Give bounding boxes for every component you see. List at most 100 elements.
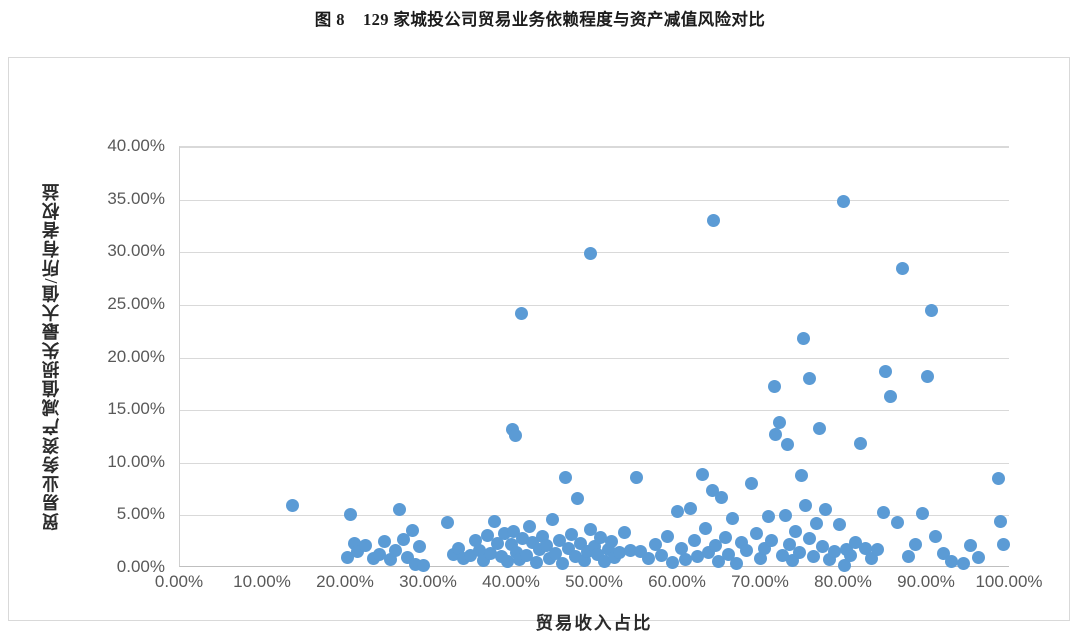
- chart-frame: 贸易业务资产减值损失最大值/所有者权益 0.00% 5.00% 10.00% 15.0…: [8, 57, 1070, 633]
- scatter-point: [991, 472, 1005, 486]
- y-axis-tick-label: 35.00%: [107, 188, 165, 208]
- scatter-point: [859, 541, 873, 555]
- scatter-point: [832, 518, 846, 532]
- figure-caption: 图 8 129 家城投公司贸易业务依赖程度与资产减值风险对比: [314, 10, 766, 29]
- scatter-point: [405, 523, 419, 537]
- scatter-point: [683, 501, 697, 515]
- scatter-point: [630, 470, 643, 484]
- scatter-point: [726, 512, 740, 526]
- scatter-point: [827, 544, 841, 558]
- y-axis-tick-label: 20.00%: [107, 346, 165, 366]
- scatter-point: [890, 516, 904, 530]
- scatter-point: [613, 545, 627, 559]
- scatter-point: [508, 428, 522, 442]
- scatter-point: [691, 549, 705, 563]
- scatter-point: [745, 477, 759, 491]
- scatter-point: [440, 516, 454, 530]
- scatter-point: [641, 552, 655, 566]
- scatter-point: [715, 490, 729, 504]
- x-axis-tick-label: 40.00%: [482, 572, 540, 591]
- scatter-point: [924, 303, 938, 317]
- scatter-point: [594, 530, 608, 544]
- scatter-point: [660, 529, 674, 543]
- scatter-point: [665, 556, 679, 570]
- scatter-point: [718, 530, 732, 544]
- scatter-point: [945, 555, 959, 569]
- scatter-point: [844, 548, 858, 562]
- scatter-point: [712, 555, 726, 569]
- scatter-point: [597, 555, 611, 569]
- scatter-point: [359, 539, 373, 553]
- scatter-point: [870, 542, 884, 556]
- scatter-point: [377, 535, 391, 549]
- scatter-point: [695, 467, 709, 481]
- x-axis-tick-label: 100.00%: [975, 572, 1043, 591]
- scatter-point: [678, 553, 692, 567]
- scatter-point: [928, 529, 942, 543]
- scatter-point: [767, 380, 781, 394]
- scatter-point: [529, 556, 543, 570]
- scatter-point: [344, 507, 358, 521]
- scatter-point: [688, 534, 702, 548]
- scatter-point: [761, 509, 775, 523]
- scatter-points-layer: [180, 147, 1010, 573]
- scatter-point: [488, 515, 502, 529]
- scatter-point: [519, 548, 533, 562]
- scatter-point: [372, 547, 386, 561]
- x-axis-tick-label: 10.00%: [233, 572, 291, 591]
- scatter-point: [895, 261, 909, 275]
- y-axis-tick-label: 40.00%: [107, 136, 165, 155]
- scatter-point: [708, 539, 722, 553]
- scatter-point: [836, 195, 850, 209]
- scatter-point: [698, 521, 712, 535]
- scatter-point: [799, 499, 813, 513]
- x-axis-tick-label: 60.00%: [648, 572, 706, 591]
- scatter-point: [915, 506, 929, 520]
- scatter-point: [753, 552, 767, 566]
- x-axis-tick-label: 20.00%: [316, 572, 374, 591]
- scatter-point: [341, 550, 355, 564]
- scatter-point: [522, 520, 536, 534]
- scatter-point: [964, 539, 978, 553]
- scatter-point: [837, 559, 851, 573]
- scatter-point: [558, 470, 572, 484]
- scatter-point: [789, 524, 803, 538]
- scatter-point: [792, 545, 806, 559]
- scatter-point: [971, 550, 985, 564]
- scatter-point: [480, 528, 494, 542]
- scatter-point: [393, 502, 407, 516]
- scatter-point: [854, 437, 868, 451]
- scatter-point: [996, 538, 1010, 552]
- scatter-point: [796, 332, 810, 346]
- scatter-point: [618, 525, 632, 539]
- scatter-point: [514, 306, 528, 320]
- scatter-point: [501, 555, 515, 569]
- scatter-point: [491, 537, 505, 551]
- scatter-point: [883, 389, 897, 403]
- scatter-point: [605, 535, 619, 549]
- y-axis-tick-label: 15.00%: [107, 399, 165, 419]
- plot-area: [179, 146, 1010, 573]
- scatter-point: [416, 559, 430, 573]
- scatter-point: [705, 483, 719, 497]
- scatter-point: [803, 372, 817, 386]
- y-axis-tick-label: 0.00%: [116, 557, 165, 576]
- scatter-point: [879, 364, 892, 378]
- y-axis-tick-label: 25.00%: [107, 293, 165, 313]
- x-axis-tick-label: 70.00%: [731, 572, 789, 591]
- scatter-point: [674, 541, 688, 555]
- y-axis-tick-label: 5.00%: [116, 504, 165, 524]
- scatter-point: [849, 536, 863, 550]
- scatter-point: [584, 246, 598, 260]
- scatter-point: [584, 522, 598, 536]
- scatter-point: [795, 468, 809, 482]
- scatter-point: [806, 549, 820, 563]
- scatter-point: [452, 541, 466, 555]
- x-axis-title: 贸易收入占比: [535, 613, 653, 633]
- scatter-point: [483, 546, 497, 560]
- scatter-point: [649, 538, 663, 552]
- scatter-point: [776, 548, 790, 562]
- scatter-point: [993, 515, 1007, 529]
- scatter-point: [765, 534, 779, 548]
- scatter-point: [556, 557, 570, 571]
